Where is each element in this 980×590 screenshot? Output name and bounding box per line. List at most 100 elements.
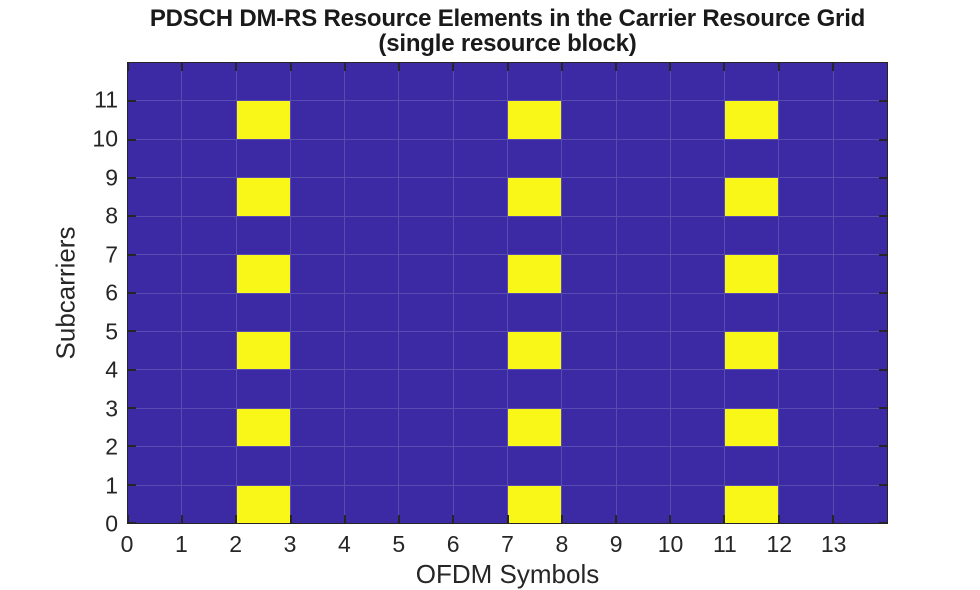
resource-element [453,408,507,447]
resource-element [833,63,887,101]
resource-element [616,485,670,523]
resource-element [833,293,887,331]
resource-element [833,101,887,139]
x-axis-label: OFDM Symbols [415,559,600,589]
resource-element [345,293,399,331]
resource-element [290,293,345,331]
resource-element [290,370,345,408]
resource-element [670,447,725,485]
resource-element [453,139,507,178]
x-tick-label: 11 [712,531,737,557]
resource-element [616,293,670,331]
resource-element [290,101,345,139]
resource-element [833,408,887,447]
resource-element [507,216,562,255]
resource-element [182,255,236,293]
x-tick-label: 10 [657,531,684,557]
dmrs-resource-element [507,255,562,293]
resource-element [779,408,833,447]
resource-element [833,139,887,178]
resource-element [507,447,562,485]
x-tick-label: 13 [820,531,847,557]
dmrs-resource-element [725,255,779,293]
resource-element [345,63,399,101]
resource-element [345,255,399,293]
resource-element [562,255,616,293]
resource-element [399,293,453,331]
resource-element [725,63,779,101]
resource-element [290,139,345,178]
plot-area [127,62,888,524]
resource-element [562,408,616,447]
resource-element [128,255,182,293]
resource-element [670,331,725,370]
x-tick-label: 3 [283,531,297,557]
resource-element [670,101,725,139]
resource-element [833,216,887,255]
dmrs-resource-element [236,485,290,523]
resource-element [779,178,833,216]
resource-element [128,293,182,331]
x-tick-label: 6 [446,531,460,557]
resource-element [290,447,345,485]
resource-element [616,178,670,216]
resource-element [182,485,236,523]
dmrs-resource-element [725,485,779,523]
resource-element [616,408,670,447]
chart-title-line1: PDSCH DM-RS Resource Elements in the Car… [149,5,866,32]
resource-element [399,370,453,408]
resource-element [779,447,833,485]
resource-element [453,178,507,216]
x-tick-label: 5 [392,531,406,557]
resource-element [670,408,725,447]
resource-element [725,216,779,255]
resource-element [453,216,507,255]
resource-element [616,255,670,293]
dmrs-resource-element [236,101,290,139]
x-tick-label: 0 [120,531,134,557]
x-tick-label: 9 [609,531,623,557]
y-tick-label: 5 [105,318,118,344]
y-tick-label: 11 [94,86,118,113]
resource-element [616,370,670,408]
resource-element [833,255,887,293]
resource-element [290,178,345,216]
resource-element [182,139,236,178]
resource-element [236,293,290,331]
chart-title-line2: (single resource block) [378,30,637,57]
y-tick-label: 9 [105,164,118,190]
resource-element [399,447,453,485]
resource-element [345,178,399,216]
dmrs-resource-element [725,101,779,139]
x-tick-label: 8 [555,531,569,557]
resource-element [779,101,833,139]
resource-element [290,255,345,293]
resource-element [833,485,887,523]
resource-element [236,63,290,101]
resource-element [670,293,725,331]
dmrs-resource-element [725,331,779,370]
resource-element [616,63,670,101]
x-tick-label: 12 [766,531,793,557]
resource-element [670,370,725,408]
resource-element [399,255,453,293]
y-tick-label: 8 [105,202,118,229]
resource-element [236,370,290,408]
resource-element [182,447,236,485]
resource-element [616,447,670,485]
resource-element [128,101,182,139]
resource-element [290,408,345,447]
resource-element [345,370,399,408]
resource-element [507,63,562,101]
resource-element [779,370,833,408]
y-tick-label: 6 [105,279,118,306]
resource-element [399,408,453,447]
resource-element [182,216,236,255]
resource-element [182,408,236,447]
resource-element [399,139,453,178]
y-tick-label: 3 [105,395,118,421]
resource-element [779,63,833,101]
resource-element [345,331,399,370]
resource-element [670,255,725,293]
